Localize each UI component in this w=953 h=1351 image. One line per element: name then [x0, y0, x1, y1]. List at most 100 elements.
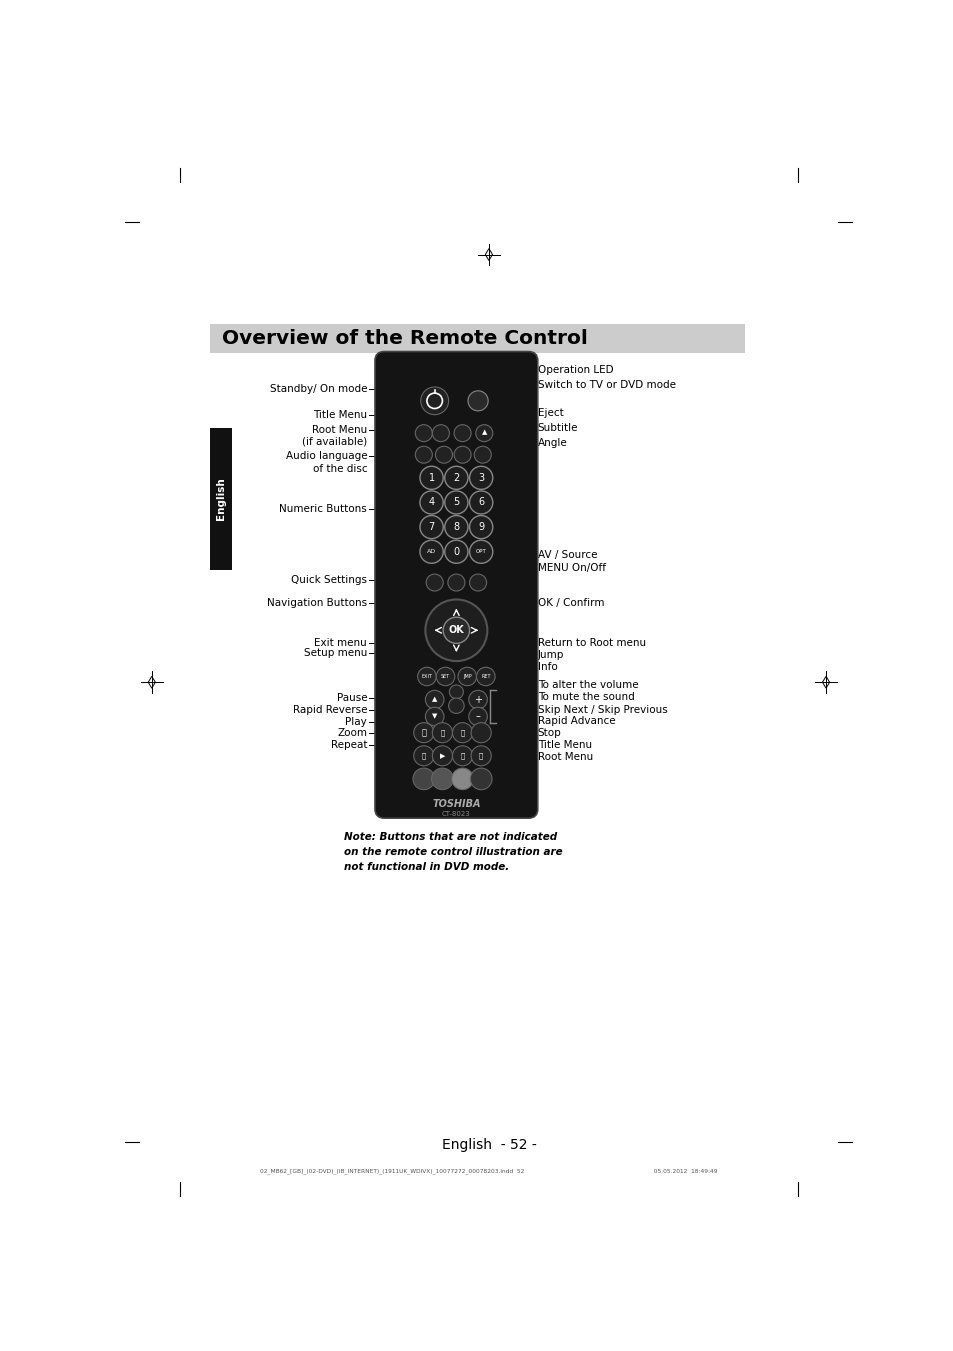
Circle shape	[414, 746, 434, 766]
Circle shape	[425, 600, 487, 661]
Circle shape	[417, 667, 436, 686]
Circle shape	[420, 386, 448, 415]
Text: –: –	[476, 712, 480, 721]
Circle shape	[452, 723, 472, 743]
Circle shape	[444, 490, 468, 513]
Circle shape	[469, 574, 486, 590]
Circle shape	[415, 446, 432, 463]
Circle shape	[470, 769, 492, 790]
Text: CT-8023: CT-8023	[441, 812, 470, 817]
Text: Zoom: Zoom	[337, 728, 367, 739]
Text: 5: 5	[453, 497, 459, 508]
Text: ⏮: ⏮	[440, 730, 444, 736]
Text: Title Menu: Title Menu	[537, 740, 591, 750]
Circle shape	[435, 446, 452, 463]
Text: Operation LED: Operation LED	[537, 365, 613, 376]
Circle shape	[469, 490, 493, 513]
Text: OK: OK	[448, 626, 464, 635]
Bar	[210, 428, 232, 570]
Text: Root Menu: Root Menu	[312, 426, 367, 435]
Circle shape	[419, 516, 443, 539]
Circle shape	[425, 690, 443, 709]
Circle shape	[468, 390, 488, 411]
Circle shape	[413, 769, 435, 790]
Text: Skip Next / Skip Previous: Skip Next / Skip Previous	[537, 705, 667, 716]
Text: To mute the sound: To mute the sound	[537, 692, 634, 703]
Circle shape	[454, 424, 471, 442]
Circle shape	[443, 617, 469, 643]
Text: OPT: OPT	[476, 550, 486, 554]
Text: ▲: ▲	[432, 696, 436, 701]
Circle shape	[468, 690, 487, 709]
Text: 4: 4	[428, 497, 435, 508]
Text: 6: 6	[477, 497, 484, 508]
Text: Root Menu: Root Menu	[537, 751, 593, 762]
Circle shape	[432, 746, 452, 766]
Circle shape	[444, 540, 468, 563]
Circle shape	[426, 574, 443, 590]
Text: ▼: ▼	[432, 713, 436, 719]
Text: To alter the volume: To alter the volume	[537, 680, 638, 690]
Text: Pause: Pause	[336, 693, 367, 703]
Circle shape	[419, 466, 443, 489]
Text: Stop: Stop	[537, 728, 561, 739]
Text: Rapid Advance: Rapid Advance	[537, 716, 615, 725]
Text: MENU On/Off: MENU On/Off	[537, 563, 605, 573]
Text: 1: 1	[428, 473, 435, 482]
Text: 8: 8	[453, 521, 459, 532]
Text: ⏸: ⏸	[421, 728, 426, 738]
Text: ⏪: ⏪	[421, 753, 425, 759]
Circle shape	[469, 540, 493, 563]
FancyBboxPatch shape	[375, 351, 537, 819]
Text: Note: Buttons that are not indicated
on the remote control illustration are
not : Note: Buttons that are not indicated on …	[344, 832, 562, 871]
Text: ⏹: ⏹	[460, 753, 464, 759]
Circle shape	[471, 746, 491, 766]
Text: ▶: ▶	[439, 753, 445, 759]
Text: SET: SET	[440, 674, 450, 680]
Circle shape	[448, 698, 464, 713]
Circle shape	[436, 667, 455, 686]
Text: Jump: Jump	[537, 650, 563, 659]
Circle shape	[457, 667, 476, 686]
Text: Play: Play	[345, 717, 367, 727]
Circle shape	[476, 667, 495, 686]
Text: TOSHIBA: TOSHIBA	[432, 798, 480, 808]
Text: Angle: Angle	[537, 438, 567, 449]
Circle shape	[454, 446, 471, 463]
Text: Setup menu: Setup menu	[304, 648, 367, 658]
Text: AD: AD	[427, 550, 436, 554]
Text: Audio language: Audio language	[285, 451, 367, 461]
Text: ▲: ▲	[481, 430, 486, 435]
Text: English: English	[215, 478, 226, 520]
Text: Repeat: Repeat	[331, 740, 367, 750]
Circle shape	[447, 574, 464, 590]
Text: Numeric Buttons: Numeric Buttons	[279, 504, 367, 513]
Text: Rapid Reverse: Rapid Reverse	[293, 705, 367, 716]
Text: AV / Source: AV / Source	[537, 550, 597, 559]
Circle shape	[471, 723, 491, 743]
Text: Eject: Eject	[537, 408, 563, 419]
Text: JMP: JMP	[462, 674, 471, 680]
Circle shape	[425, 708, 443, 725]
Circle shape	[414, 723, 434, 743]
Text: Standby/ On mode: Standby/ On mode	[270, 384, 367, 394]
Text: +: +	[474, 694, 481, 705]
Circle shape	[474, 446, 491, 463]
Text: Overview of the Remote Control: Overview of the Remote Control	[221, 328, 587, 349]
Circle shape	[444, 466, 468, 489]
Text: Switch to TV or DVD mode: Switch to TV or DVD mode	[537, 381, 675, 390]
Text: 7: 7	[428, 521, 435, 532]
Circle shape	[431, 769, 453, 790]
Text: Subtitle: Subtitle	[537, 423, 578, 432]
Circle shape	[444, 516, 468, 539]
Circle shape	[415, 424, 432, 442]
Text: EXIT: EXIT	[421, 674, 432, 680]
Text: Info: Info	[537, 662, 557, 673]
Text: 9: 9	[477, 521, 484, 532]
Circle shape	[468, 708, 487, 725]
Circle shape	[469, 516, 493, 539]
Circle shape	[476, 424, 493, 442]
Text: of the disc: of the disc	[313, 463, 367, 474]
Text: Return to Root menu: Return to Root menu	[537, 638, 645, 647]
Circle shape	[452, 746, 472, 766]
